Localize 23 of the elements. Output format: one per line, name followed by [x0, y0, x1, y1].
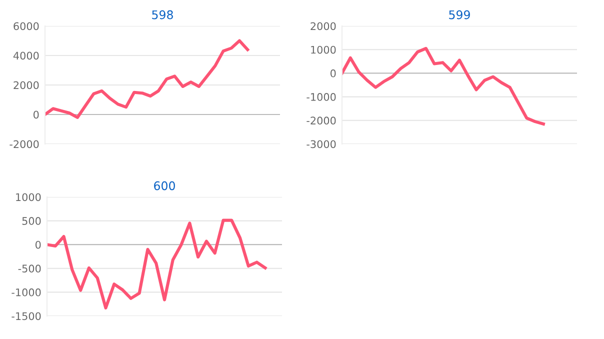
line-series [342, 46, 545, 126]
y-tick-label: 4000 [13, 52, 39, 60]
line-series [45, 39, 250, 119]
y-tick-label: 0 [34, 110, 39, 119]
y-tick-label: -500 [18, 264, 41, 273]
y-tick-label: -2000 [306, 116, 336, 125]
y-tick-label: 2000 [310, 22, 336, 30]
y-tick-label: 1000 [16, 193, 41, 202]
chart-title: 600 [154, 181, 175, 190]
y-tick-label: -1000 [12, 288, 41, 296]
y-tick-label: 0 [36, 240, 41, 249]
line-series [47, 218, 267, 310]
chart-title: 598 [152, 10, 173, 20]
y-tick-label: -3000 [306, 140, 336, 148]
y-tick-label: 6000 [14, 22, 39, 30]
chart-title: 599 [449, 10, 470, 20]
y-tick-label: 500 [22, 217, 41, 225]
y-tick-label: -1500 [12, 312, 41, 320]
y-tick-label: -1000 [306, 93, 336, 101]
y-tick-label: 1000 [311, 46, 336, 54]
y-tick-label: -2000 [10, 140, 39, 148]
y-tick-label: 2000 [14, 81, 39, 90]
y-tick-label: 0 [330, 69, 336, 78]
